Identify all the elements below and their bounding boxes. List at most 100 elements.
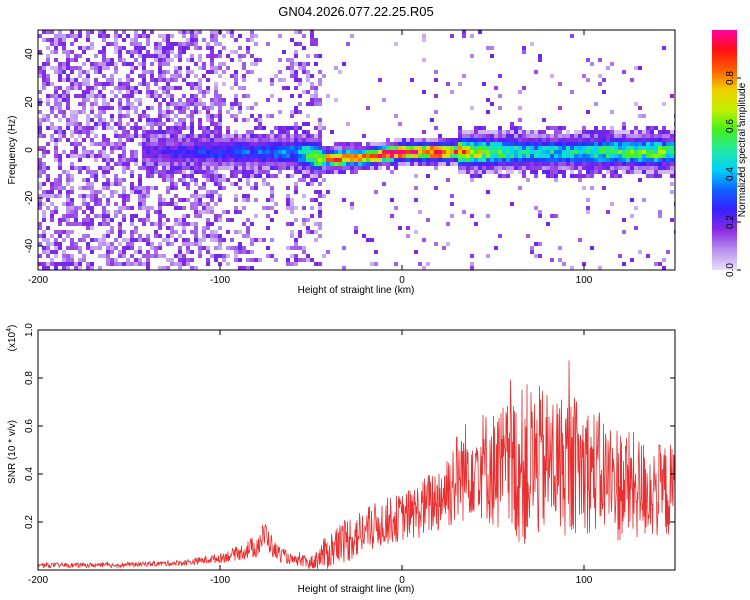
spectrogram-cell <box>462 154 466 158</box>
spectrogram-cell <box>270 78 274 82</box>
spectrogram-cell <box>174 182 178 186</box>
spectrogram-cell <box>190 54 194 58</box>
spectrogram-cell <box>78 46 82 50</box>
spectrogram-cell <box>530 150 534 154</box>
spectrogram-cell <box>178 46 182 50</box>
spectrogram-cell <box>434 150 438 154</box>
spectrogram-cell <box>222 102 226 106</box>
snr-y-tick-label: 1.0 <box>24 323 35 337</box>
spectrogram-cell <box>118 242 122 246</box>
spectrogram-cell <box>46 82 50 86</box>
spectrogram-cell <box>170 150 174 154</box>
spectrogram-cell <box>518 142 522 146</box>
spectrogram-cell <box>502 174 506 178</box>
spectrogram-cell <box>438 150 442 154</box>
spectrogram-cell <box>298 246 302 250</box>
snr-x-tick-label: -100 <box>210 575 230 586</box>
spectrogram-cell <box>318 146 322 150</box>
spectrogram-cell <box>654 162 658 166</box>
spectrogram-cell <box>230 154 234 158</box>
spectrogram-cell <box>270 134 274 138</box>
spectrogram-cell <box>222 46 226 50</box>
spectrogram-cell <box>174 122 178 126</box>
spectrogram-cell <box>54 42 58 46</box>
spectrogram-cell <box>618 134 622 138</box>
spectrogram-cell <box>454 150 458 154</box>
spectrogram-cell <box>246 158 250 162</box>
spectrogram-cell <box>134 134 138 138</box>
spectrogram-cell <box>230 138 234 142</box>
spectrogram-cell <box>178 246 182 250</box>
spectrogram-cell <box>294 158 298 162</box>
spectrogram-cell <box>86 70 90 74</box>
spectrogram-cell <box>54 38 58 42</box>
spectrogram-cell <box>390 146 394 150</box>
spectrogram-cell <box>70 122 74 126</box>
spectrogram-cell <box>414 138 418 142</box>
spectrogram-cell <box>650 166 654 170</box>
spectrogram-cell <box>246 226 250 230</box>
spectrogram-cell <box>50 182 54 186</box>
spectrogram-cell <box>554 134 558 138</box>
spectrogram-cell <box>178 86 182 90</box>
spectrogram-cell <box>418 162 422 166</box>
spectrogram-cell <box>378 166 382 170</box>
spectrogram-cell <box>86 178 90 182</box>
spectrogram-cell <box>414 150 418 154</box>
spectrogram-cell <box>174 262 178 266</box>
spectrogram-cell <box>186 146 190 150</box>
spectrogram-cell <box>118 118 122 122</box>
spectrogram-cell <box>182 158 186 162</box>
spectrogram-cell <box>670 146 674 150</box>
spectrogram-cell <box>54 246 58 250</box>
spectrogram-cell <box>574 134 578 138</box>
spectrogram-cell <box>502 166 506 170</box>
spectrogram-cell <box>114 146 118 150</box>
spectrogram-cell <box>246 218 250 222</box>
spectrogram-cell <box>70 210 74 214</box>
spectrogram-cell <box>138 62 142 66</box>
spectrogram-cell <box>130 182 134 186</box>
spectrogram-cell <box>458 146 462 150</box>
spectrogram-cell <box>670 150 674 154</box>
spectrogram-cell <box>586 146 590 150</box>
spectrogram-cell <box>218 74 222 78</box>
spectrogram-cell <box>302 166 306 170</box>
spectrogram-cell <box>246 266 250 270</box>
spectrogram-cell <box>538 210 542 214</box>
spectrogram-cell <box>130 222 134 226</box>
spectrogram-cell <box>78 82 82 86</box>
spectrogram-cell <box>270 82 274 86</box>
spectrogram-cell <box>50 30 54 34</box>
spectrogram-cell <box>190 174 194 178</box>
spectrogram-cell <box>262 206 266 210</box>
spectrogram-cell <box>134 154 138 158</box>
spectrogram-cell <box>62 38 66 42</box>
spectrogram-cell <box>562 158 566 162</box>
spectrogram-cell <box>622 154 626 158</box>
spectrogram-cell <box>554 146 558 150</box>
spectrogram-cell <box>102 50 106 54</box>
spectrogram-cell <box>38 146 42 150</box>
spectrogram-cell <box>594 170 598 174</box>
spectrogram-cell <box>258 174 262 178</box>
spectrogram-cell <box>186 174 190 178</box>
spectrogram-cell <box>62 94 66 98</box>
spectrogram-cell <box>638 158 642 162</box>
spectrogram-cell <box>474 150 478 154</box>
spectrogram-cell <box>306 146 310 150</box>
spectrogram-cell <box>106 138 110 142</box>
spectrogram-cell <box>126 110 130 114</box>
spectrogram-cell <box>450 146 454 150</box>
spectrogram-cell <box>58 262 62 266</box>
spectrogram-cell <box>78 166 82 170</box>
spectrogram-cell <box>606 170 610 174</box>
spectrogram-cell <box>482 166 486 170</box>
spectrogram-cell <box>214 234 218 238</box>
spectrogram-cell <box>226 210 230 214</box>
spectrogram-cell <box>526 234 530 238</box>
spectrogram-cell <box>610 158 614 162</box>
spectrogram-cell <box>542 138 546 142</box>
spectrogram-cell <box>386 158 390 162</box>
spectrogram-cell <box>238 102 242 106</box>
